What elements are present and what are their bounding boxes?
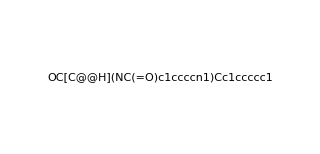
Text: OC[C@@H](NC(=O)c1ccccn1)Cc1ccccc1: OC[C@@H](NC(=O)c1ccccn1)Cc1ccccc1 xyxy=(47,72,273,82)
